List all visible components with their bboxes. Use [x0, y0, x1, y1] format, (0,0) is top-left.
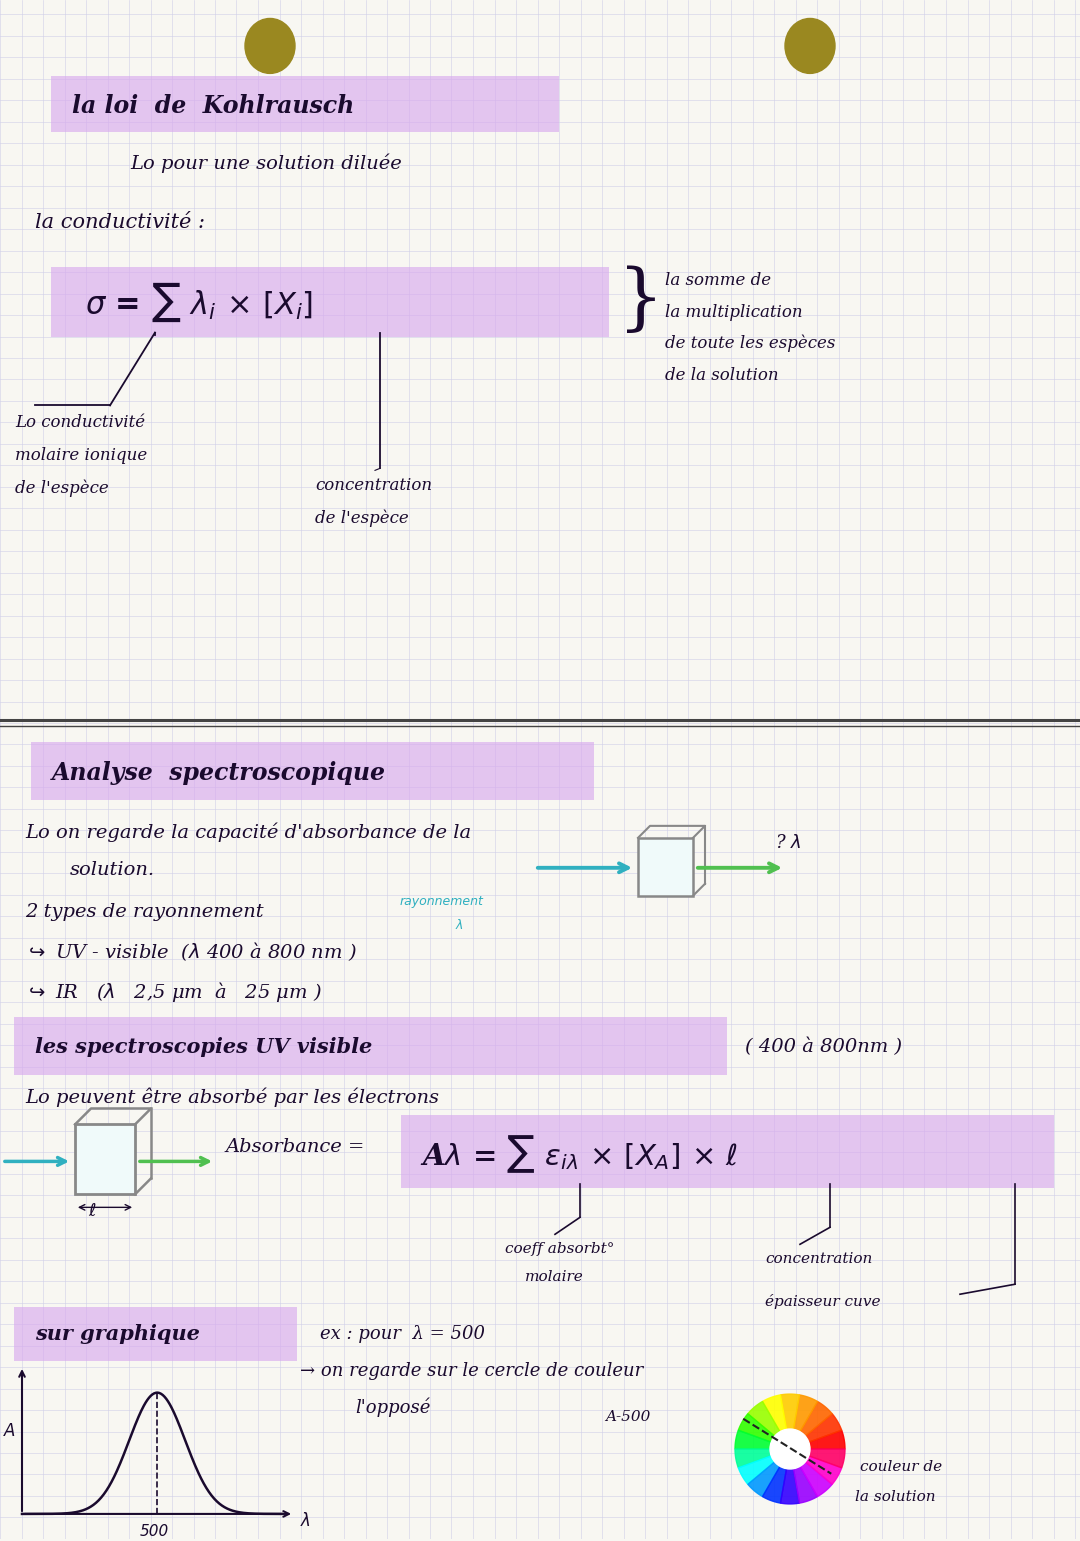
- Text: Analyse  spectroscopique: Analyse spectroscopique: [52, 761, 386, 784]
- Text: Lo pour une solution diluée: Lo pour une solution diluée: [130, 153, 402, 173]
- FancyBboxPatch shape: [14, 1307, 297, 1361]
- Text: Absorbance =: Absorbance =: [225, 1139, 364, 1156]
- Text: couleur de: couleur de: [860, 1459, 942, 1475]
- Text: ( 400 à 800nm ): ( 400 à 800nm ): [745, 1037, 902, 1056]
- Polygon shape: [809, 1449, 845, 1467]
- Polygon shape: [800, 1462, 832, 1496]
- Text: l'opposé: l'opposé: [355, 1398, 430, 1416]
- Text: solution.: solution.: [70, 861, 156, 878]
- Polygon shape: [800, 1401, 832, 1436]
- FancyBboxPatch shape: [401, 1116, 1054, 1188]
- FancyBboxPatch shape: [51, 267, 609, 336]
- Text: 2 types de rayonnement: 2 types de rayonnement: [25, 903, 264, 922]
- Polygon shape: [739, 1413, 774, 1442]
- Text: de l'espèce: de l'espèce: [15, 479, 109, 498]
- Text: la loi  de  Kohlrausch: la loi de Kohlrausch: [72, 94, 354, 117]
- Text: la solution: la solution: [855, 1490, 935, 1504]
- FancyBboxPatch shape: [14, 1017, 727, 1074]
- Text: coeff absorbt°: coeff absorbt°: [505, 1242, 615, 1256]
- Text: A$\lambda$ = $\sum$ $\varepsilon_{i\lambda}$ $\times$ $[X_A]$ $\times$ $\ell$: A$\lambda$ = $\sum$ $\varepsilon_{i\lamb…: [420, 1134, 738, 1176]
- Text: ? $\lambda$: ? $\lambda$: [775, 834, 801, 852]
- Text: épaisseur cuve: épaisseur cuve: [765, 1294, 880, 1308]
- Bar: [638, 838, 693, 895]
- Polygon shape: [806, 1413, 841, 1442]
- Text: → on regarde sur le cercle de couleur: → on regarde sur le cercle de couleur: [300, 1362, 644, 1381]
- Text: la multiplication: la multiplication: [665, 304, 802, 321]
- Polygon shape: [794, 1395, 818, 1432]
- Polygon shape: [781, 1395, 799, 1430]
- Text: molaire ionique: molaire ionique: [15, 447, 147, 464]
- Polygon shape: [747, 1462, 780, 1496]
- Text: $\ell$: $\ell$: [87, 1202, 96, 1220]
- FancyBboxPatch shape: [51, 76, 559, 133]
- Text: 500: 500: [139, 1524, 168, 1539]
- Text: $\sigma$ = $\sum$ $\lambda_i$ $\times$ $[X_i]$: $\sigma$ = $\sum$ $\lambda_i$ $\times$ $…: [85, 280, 313, 324]
- Text: ex : pour  λ = 500: ex : pour λ = 500: [320, 1325, 485, 1344]
- Ellipse shape: [245, 18, 295, 74]
- Text: les spectroscopies UV visible: les spectroscopies UV visible: [35, 1037, 373, 1057]
- Text: sur graphique: sur graphique: [35, 1324, 200, 1344]
- Text: Lo conductivité: Lo conductivité: [15, 415, 145, 431]
- Polygon shape: [735, 1449, 771, 1467]
- Polygon shape: [739, 1456, 774, 1484]
- Text: de toute les espèces: de toute les espèces: [665, 334, 835, 353]
- Polygon shape: [794, 1467, 818, 1502]
- Text: Lo on regarde la capacité d'absorbance de la: Lo on regarde la capacité d'absorbance d…: [25, 821, 471, 841]
- Ellipse shape: [785, 18, 835, 74]
- Polygon shape: [781, 1469, 799, 1504]
- Text: concentration: concentration: [315, 476, 432, 493]
- Circle shape: [770, 1429, 810, 1469]
- Polygon shape: [806, 1456, 841, 1484]
- Text: $\lambda$: $\lambda$: [455, 918, 463, 932]
- Text: $\hookrightarrow$ IR   ($\lambda$   2,5 μm  à   25 μm ): $\hookrightarrow$ IR ($\lambda$ 2,5 μm à…: [25, 980, 322, 1003]
- Text: concentration: concentration: [765, 1253, 873, 1267]
- Polygon shape: [762, 1395, 786, 1432]
- FancyBboxPatch shape: [31, 741, 594, 800]
- Bar: [75, 1125, 135, 1194]
- Text: A: A: [4, 1422, 15, 1441]
- Text: de la solution: de la solution: [665, 367, 779, 384]
- Polygon shape: [762, 1467, 786, 1502]
- Text: de l'espèce: de l'espèce: [315, 510, 408, 527]
- Polygon shape: [809, 1430, 845, 1449]
- Text: $\lambda$: $\lambda$: [300, 1512, 311, 1530]
- Text: }: }: [618, 265, 664, 336]
- Text: rayonnement: rayonnement: [400, 895, 484, 908]
- Text: la conductivité :: la conductivité :: [35, 213, 205, 233]
- Text: Lo peuvent être absorbé par les électrons: Lo peuvent être absorbé par les électron…: [25, 1088, 438, 1108]
- Text: molaire: molaire: [525, 1270, 584, 1284]
- Text: A-500: A-500: [605, 1410, 650, 1424]
- Text: $\hookrightarrow$ UV - visible  ($\lambda$ 400 à 800 nm ): $\hookrightarrow$ UV - visible ($\lambda…: [25, 940, 356, 963]
- Polygon shape: [747, 1401, 780, 1436]
- Polygon shape: [735, 1430, 771, 1449]
- Text: la somme de: la somme de: [665, 273, 771, 290]
